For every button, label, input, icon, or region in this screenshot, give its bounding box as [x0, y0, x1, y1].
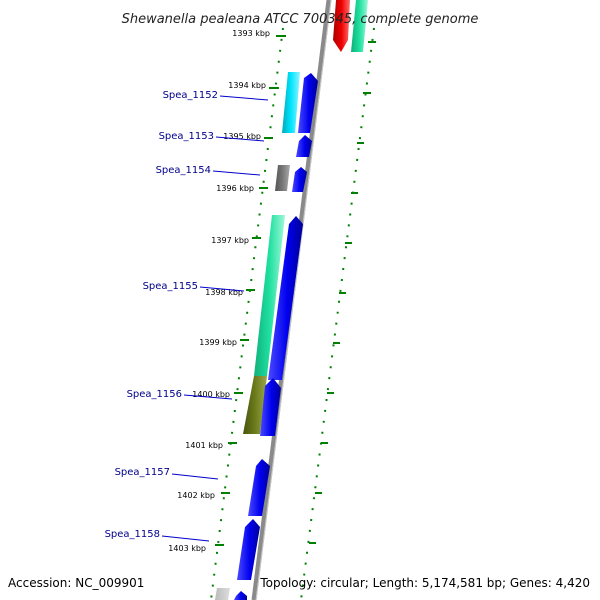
- kbp-tick-marks: [215, 35, 286, 546]
- tick-label-1400: 1400 kbp: [192, 390, 230, 399]
- tick-label-1396: 1396 kbp: [216, 184, 254, 193]
- feature-block-gray[interactable]: [275, 165, 290, 191]
- tick-label-1397: 1397 kbp: [211, 236, 249, 245]
- tick-label-1393: 1393 kbp: [232, 29, 270, 38]
- cds-arrow-spea-1158[interactable]: [237, 519, 260, 580]
- kbp-tick-labels: 1393 kbp 1394 kbp 1395 kbp 1396 kbp 1397…: [168, 29, 270, 553]
- gene-label-spea-1154[interactable]: Spea_1154: [156, 165, 211, 176]
- tick-label-1395: 1395 kbp: [223, 132, 261, 141]
- gene-label-spea-1152[interactable]: Spea_1152: [163, 90, 218, 101]
- tick-label-1402: 1402 kbp: [177, 491, 215, 500]
- gc-skew-ticks: [309, 41, 376, 544]
- gene-arrow-red[interactable]: [333, 0, 350, 52]
- cds-arrow-spea-1156[interactable]: [260, 378, 281, 436]
- gene-label-spea-1156[interactable]: Spea_1156: [127, 389, 182, 400]
- tick-label-1403: 1403 kbp: [168, 544, 206, 553]
- map-title: Shewanella pealeana ATCC 700345, complet…: [122, 12, 479, 27]
- tick-label-1401: 1401 kbp: [185, 441, 223, 450]
- cds-arrow-spea-1157[interactable]: [248, 459, 270, 516]
- genome-summary-text: Topology: circular; Length: 5,174,581 bp…: [259, 576, 590, 590]
- gene-label-spea-1158[interactable]: Spea_1158: [105, 529, 160, 540]
- gene-label-spea-1157[interactable]: Spea_1157: [115, 467, 170, 478]
- feature-block-cyan[interactable]: [282, 72, 300, 133]
- cds-arrow-bottom[interactable]: [234, 591, 247, 600]
- gene-label-spea-1155[interactable]: Spea_1155: [143, 281, 198, 292]
- feature-block-light: [215, 588, 230, 600]
- feature-block-seagreen[interactable]: [254, 215, 285, 376]
- cds-arrow-spea-1155[interactable]: [268, 216, 303, 380]
- gene-leader-lines: [161, 95, 269, 542]
- cds-arrow-spea-1152[interactable]: [298, 73, 318, 133]
- feature-block-olive[interactable]: [243, 376, 267, 434]
- gene-labels: Spea_1152 Spea_1153 Spea_1154 Spea_1155 …: [105, 90, 218, 540]
- tick-label-1399: 1399 kbp: [199, 338, 237, 347]
- gene-label-spea-1153[interactable]: Spea_1153: [159, 131, 214, 142]
- gene-block-seagreen-top[interactable]: [351, 0, 368, 52]
- accession-text: Accession: NC_009901: [8, 576, 144, 590]
- tick-label-1398: 1398 kbp: [205, 288, 243, 297]
- cds-arrow-spea-1153[interactable]: [296, 135, 312, 157]
- cds-arrow-spea-1154[interactable]: [292, 167, 307, 192]
- tick-label-1394: 1394 kbp: [228, 81, 266, 90]
